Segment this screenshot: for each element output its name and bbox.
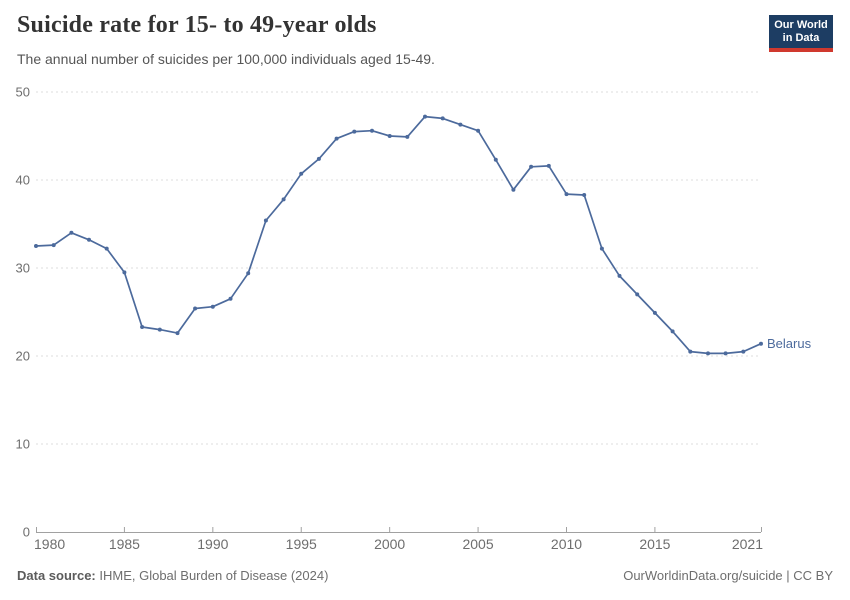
data-point[interactable] — [458, 122, 463, 127]
data-point[interactable] — [246, 271, 251, 276]
data-point[interactable] — [476, 128, 481, 133]
y-axis-tick-label: 0 — [23, 525, 30, 540]
data-point[interactable] — [423, 114, 427, 119]
x-axis-tick-label: 1995 — [286, 536, 317, 552]
data-point[interactable] — [741, 349, 746, 354]
data-point[interactable] — [299, 171, 304, 176]
data-point[interactable] — [51, 243, 56, 248]
page-subtitle: The annual number of suicides per 100,00… — [17, 51, 435, 67]
data-point[interactable] — [723, 351, 728, 356]
y-axis-tick-label: 40 — [16, 173, 30, 188]
data-point[interactable] — [511, 187, 516, 192]
data-source-label: Data source: — [17, 568, 96, 583]
data-point[interactable] — [617, 273, 622, 278]
data-point[interactable] — [263, 218, 268, 223]
data-point[interactable] — [493, 157, 498, 162]
credit-link[interactable]: OurWorldinData.org/suicide | CC BY — [623, 568, 833, 583]
data-point[interactable] — [635, 292, 640, 297]
data-point[interactable] — [104, 246, 109, 251]
data-point[interactable] — [564, 192, 569, 197]
data-point[interactable] — [599, 246, 604, 251]
y-axis-tick-label: 10 — [16, 437, 30, 452]
data-point[interactable] — [405, 134, 410, 139]
x-axis-tick-label: 2000 — [374, 536, 405, 552]
data-point[interactable] — [157, 327, 162, 332]
data-point[interactable] — [529, 164, 534, 169]
data-point[interactable] — [352, 129, 357, 134]
y-axis-tick-label: 50 — [16, 85, 30, 100]
data-point[interactable] — [140, 325, 145, 329]
x-axis-tick-label: 2010 — [551, 536, 582, 552]
page-title: Suicide rate for 15- to 49-year olds — [17, 12, 377, 38]
data-point[interactable] — [652, 310, 657, 315]
data-point[interactable] — [69, 230, 74, 235]
series-line-belarus[interactable] — [35, 115, 762, 355]
data-point[interactable] — [228, 296, 233, 301]
data-point[interactable] — [387, 134, 392, 138]
owid-logo-line2: in Data — [782, 31, 820, 44]
x-axis-tick-label: 1985 — [109, 536, 140, 552]
x-axis-tick-label: 1990 — [197, 536, 228, 552]
data-point[interactable] — [175, 331, 180, 336]
data-point[interactable] — [193, 306, 198, 311]
data-point[interactable] — [706, 351, 710, 356]
y-axis-tick-label: 20 — [16, 349, 30, 364]
chart-footer: Data source: IHME, Global Burden of Dise… — [17, 568, 833, 583]
x-axis-tick-label: 2005 — [462, 536, 493, 552]
data-point[interactable] — [440, 116, 445, 121]
x-axis-tick-label: 1980 — [34, 536, 65, 552]
data-source: Data source: IHME, Global Burden of Dise… — [17, 568, 328, 583]
x-axis-tick-label: 2021 — [732, 536, 763, 552]
owid-logo[interactable]: Our World in Data — [769, 15, 833, 52]
data-point[interactable] — [281, 197, 286, 202]
data-point[interactable] — [759, 341, 763, 346]
series-label-belarus[interactable]: Belarus — [767, 336, 812, 351]
data-point[interactable] — [370, 128, 374, 133]
owid-logo-line1: Our World — [774, 18, 828, 31]
data-point[interactable] — [582, 193, 587, 197]
data-point[interactable] — [546, 163, 551, 168]
data-point[interactable] — [316, 156, 321, 161]
data-point[interactable] — [688, 349, 693, 354]
data-source-value: IHME, Global Burden of Disease (2024) — [95, 568, 329, 583]
data-point[interactable] — [87, 237, 91, 242]
x-axis-tick-label: 2015 — [639, 536, 670, 552]
data-point[interactable] — [122, 270, 127, 275]
data-point[interactable] — [334, 136, 339, 141]
data-point[interactable] — [34, 244, 38, 248]
data-point[interactable] — [670, 329, 675, 334]
data-point[interactable] — [210, 304, 215, 309]
y-axis-tick-label: 30 — [16, 261, 30, 276]
